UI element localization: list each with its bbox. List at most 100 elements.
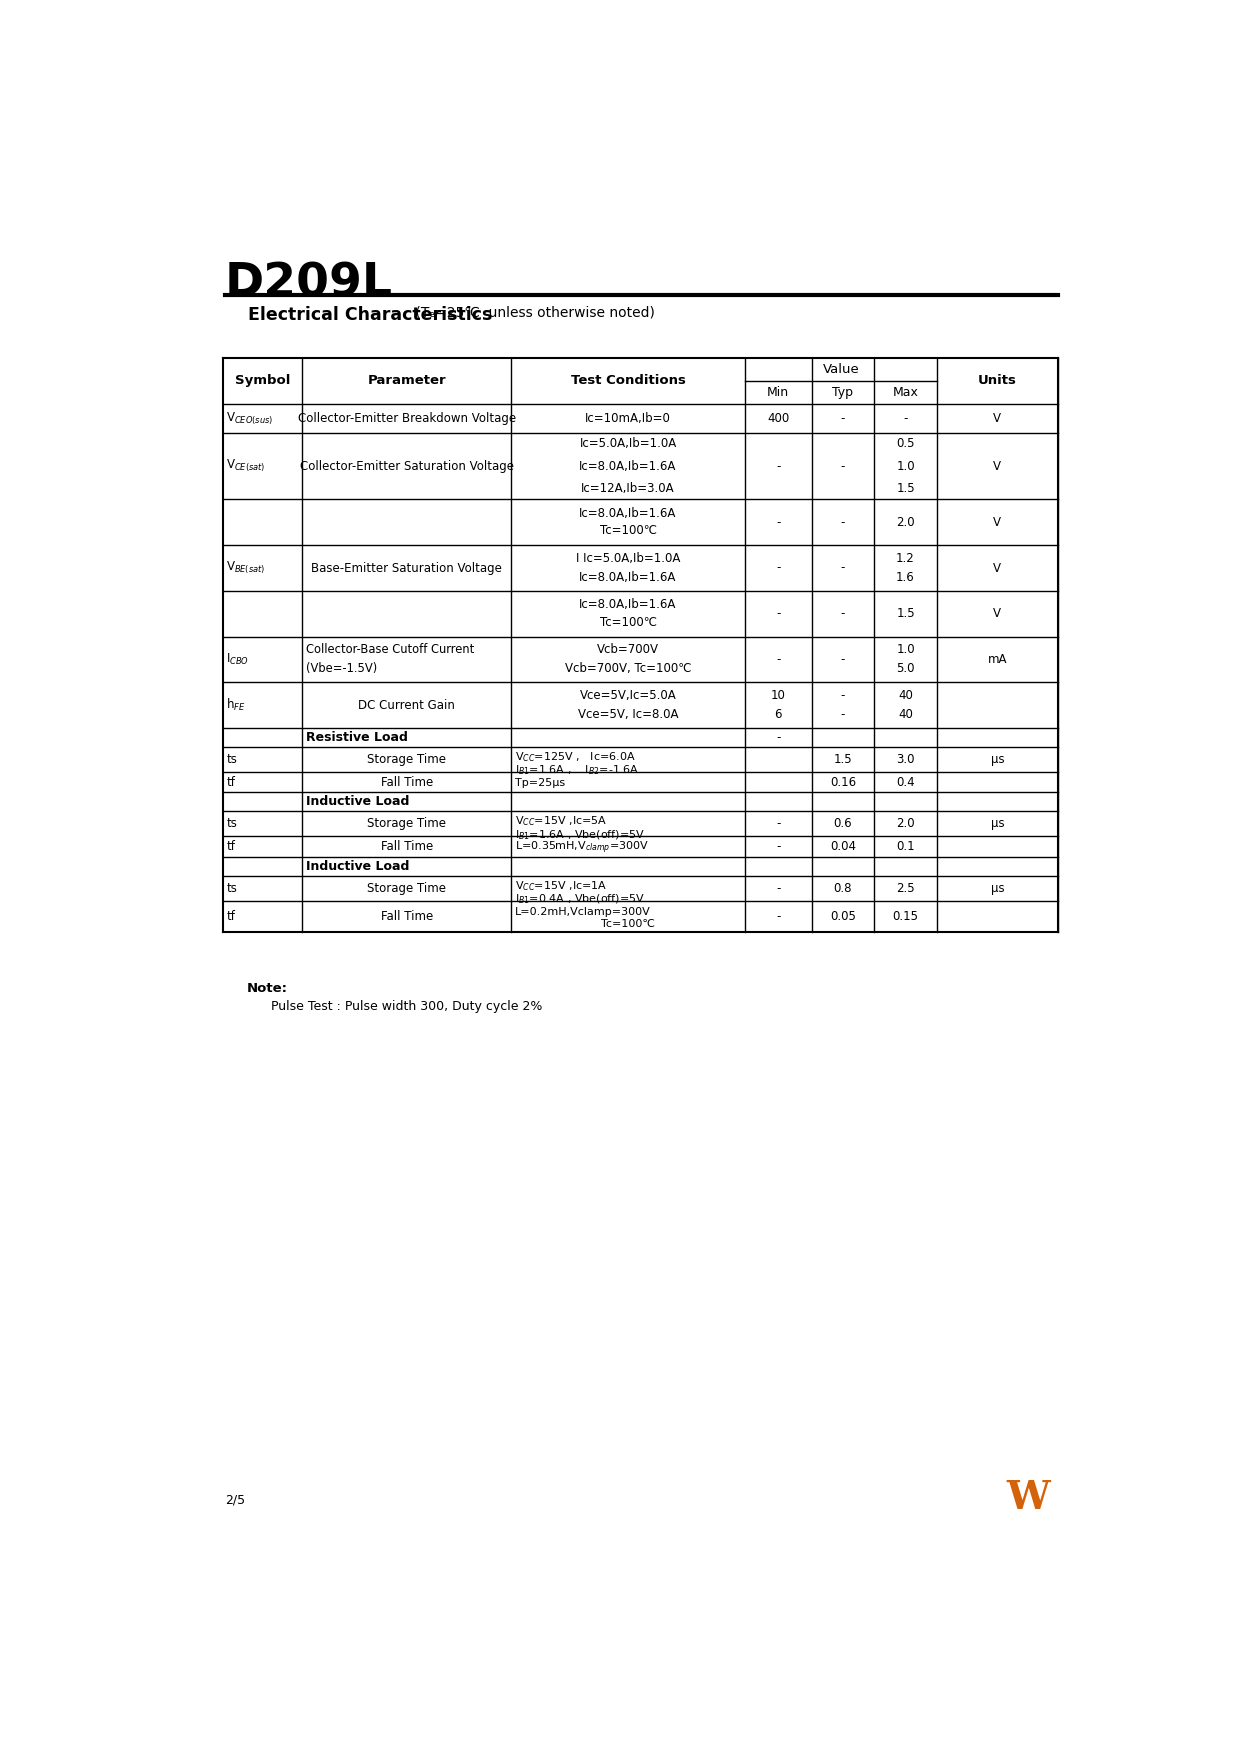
- Text: -: -: [841, 689, 846, 701]
- Text: -: -: [776, 459, 780, 473]
- Text: 400: 400: [768, 412, 790, 424]
- Text: 1.2: 1.2: [897, 552, 915, 566]
- Text: h$_{FE}$: h$_{FE}$: [226, 697, 246, 713]
- Text: 5.0: 5.0: [897, 662, 915, 675]
- Text: Tc=100℃: Tc=100℃: [599, 617, 656, 629]
- Text: Collector-Emitter Breakdown Voltage: Collector-Emitter Breakdown Voltage: [298, 412, 516, 424]
- Text: W: W: [1007, 1479, 1050, 1517]
- Text: 2.5: 2.5: [897, 881, 915, 895]
- Text: V$_{CC}$=15V ,Ic=1A: V$_{CC}$=15V ,Ic=1A: [515, 880, 608, 892]
- Text: tf: tf: [226, 776, 236, 788]
- Text: Pulse Test : Pulse width 300, Duty cycle 2%: Pulse Test : Pulse width 300, Duty cycle…: [272, 1000, 543, 1013]
- Text: I Ic=5.0A,Ib=1.0A: I Ic=5.0A,Ib=1.0A: [575, 552, 681, 566]
- Text: 2/5: 2/5: [224, 1494, 244, 1507]
- Text: Fall Time: Fall Time: [381, 776, 433, 788]
- Text: 2.0: 2.0: [897, 816, 915, 830]
- Text: V$_{CE(sat)}$: V$_{CE(sat)}$: [226, 457, 265, 475]
- Text: -: -: [776, 909, 780, 923]
- Text: L=0.35mH,V$_{clamp}$=300V: L=0.35mH,V$_{clamp}$=300V: [515, 839, 650, 857]
- Text: I$_{B1}$=0.4A , Vbe(off)=5V: I$_{B1}$=0.4A , Vbe(off)=5V: [515, 892, 645, 906]
- Text: -: -: [776, 881, 780, 895]
- Text: Storage Time: Storage Time: [367, 753, 446, 766]
- Text: Storage Time: Storage Time: [367, 881, 446, 895]
- Text: 1.0: 1.0: [897, 459, 915, 473]
- Text: V$_{CC}$=125V ,   Ic=6.0A: V$_{CC}$=125V , Ic=6.0A: [515, 750, 636, 764]
- Text: V$_{BE(sat)}$: V$_{BE(sat)}$: [226, 561, 265, 576]
- Text: -: -: [841, 608, 846, 620]
- Text: Fall Time: Fall Time: [381, 909, 433, 923]
- Text: Inductive Load: Inductive Load: [305, 860, 409, 872]
- Text: Min: Min: [768, 385, 790, 399]
- Text: Electrical Characteristics: Electrical Characteristics: [248, 305, 492, 324]
- Text: Inductive Load: Inductive Load: [305, 795, 409, 808]
- Text: Ic=8.0A,Ib=1.6A: Ic=8.0A,Ib=1.6A: [579, 459, 677, 473]
- Text: Ic=8.0A,Ib=1.6A: Ic=8.0A,Ib=1.6A: [579, 597, 677, 611]
- Text: 0.4: 0.4: [897, 776, 915, 788]
- Text: Value: Value: [822, 363, 859, 377]
- Text: tf: tf: [226, 839, 236, 853]
- Text: -: -: [776, 608, 780, 620]
- Text: (Tₑ=25℃  unless otherwise noted): (Tₑ=25℃ unless otherwise noted): [410, 305, 655, 319]
- Text: Base-Emitter Saturation Voltage: Base-Emitter Saturation Voltage: [311, 561, 502, 575]
- Text: L=0.2mH,Vclamp=300V: L=0.2mH,Vclamp=300V: [515, 908, 651, 916]
- Text: Ic=10mA,Ib=0: Ic=10mA,Ib=0: [585, 412, 671, 424]
- Text: -: -: [841, 412, 846, 424]
- Text: μs: μs: [991, 753, 1004, 766]
- Text: Tc=100℃: Tc=100℃: [599, 524, 656, 538]
- Text: V: V: [993, 515, 1002, 529]
- Text: 0.16: 0.16: [830, 776, 856, 788]
- Text: 1.5: 1.5: [833, 753, 852, 766]
- Text: -: -: [776, 839, 780, 853]
- Text: ts: ts: [226, 881, 237, 895]
- Text: ts: ts: [226, 816, 237, 830]
- Text: 0.5: 0.5: [897, 438, 915, 450]
- Text: V$_{CC}$=15V ,Ic=5A: V$_{CC}$=15V ,Ic=5A: [515, 815, 608, 829]
- Text: 40: 40: [898, 689, 913, 701]
- Text: V: V: [993, 412, 1002, 424]
- Text: 1.5: 1.5: [897, 482, 915, 494]
- Text: Units: Units: [978, 375, 1017, 387]
- Text: V: V: [993, 459, 1002, 473]
- Text: Fall Time: Fall Time: [381, 839, 433, 853]
- Text: 0.6: 0.6: [833, 816, 852, 830]
- Text: -: -: [841, 653, 846, 666]
- Text: 2.0: 2.0: [897, 515, 915, 529]
- Text: 0.05: 0.05: [830, 909, 856, 923]
- Text: Vcb=700V: Vcb=700V: [596, 643, 658, 655]
- Text: -: -: [776, 653, 780, 666]
- Text: mA: mA: [987, 653, 1007, 666]
- Text: 0.1: 0.1: [897, 839, 915, 853]
- Text: -: -: [776, 731, 780, 745]
- Text: Ic=12A,Ib=3.0A: Ic=12A,Ib=3.0A: [582, 482, 675, 494]
- Text: Ic=8.0A,Ib=1.6A: Ic=8.0A,Ib=1.6A: [579, 506, 677, 520]
- Text: -: -: [841, 459, 846, 473]
- Text: V: V: [993, 608, 1002, 620]
- Text: μs: μs: [991, 881, 1004, 895]
- Text: I$_{B1}$=1.6A ,    I$_{B2}$=-1.6A: I$_{B1}$=1.6A , I$_{B2}$=-1.6A: [515, 764, 640, 778]
- Text: Symbol: Symbol: [236, 375, 290, 387]
- Text: 0.8: 0.8: [833, 881, 852, 895]
- Text: Storage Time: Storage Time: [367, 816, 446, 830]
- Text: -: -: [841, 561, 846, 575]
- Text: Ic=8.0A,Ib=1.6A: Ic=8.0A,Ib=1.6A: [579, 571, 677, 583]
- Text: Tc=100℃: Tc=100℃: [601, 920, 655, 929]
- Text: Max: Max: [893, 385, 919, 399]
- Text: Note:: Note:: [247, 981, 288, 995]
- Text: 0.04: 0.04: [830, 839, 856, 853]
- Text: Tp=25μs: Tp=25μs: [515, 778, 565, 788]
- Text: 1.6: 1.6: [897, 571, 915, 583]
- Text: Collector-Base Cutoff Current: Collector-Base Cutoff Current: [305, 643, 474, 655]
- Text: I$_{CBO}$: I$_{CBO}$: [226, 652, 249, 668]
- Text: 6: 6: [775, 708, 782, 720]
- Text: (Vbe=-1.5V): (Vbe=-1.5V): [305, 662, 377, 675]
- Text: Ic=5.0A,Ib=1.0A: Ic=5.0A,Ib=1.0A: [579, 438, 677, 450]
- Text: μs: μs: [991, 816, 1004, 830]
- Text: DC Current Gain: DC Current Gain: [358, 699, 455, 711]
- Text: Vce=5V, Ic=8.0A: Vce=5V, Ic=8.0A: [578, 708, 678, 720]
- Text: Vce=5V,Ic=5.0A: Vce=5V,Ic=5.0A: [579, 689, 676, 701]
- Text: V: V: [993, 561, 1002, 575]
- Text: -: -: [841, 708, 846, 720]
- Text: 1.5: 1.5: [897, 608, 915, 620]
- Text: Test Conditions: Test Conditions: [570, 375, 686, 387]
- Text: 10: 10: [771, 689, 786, 701]
